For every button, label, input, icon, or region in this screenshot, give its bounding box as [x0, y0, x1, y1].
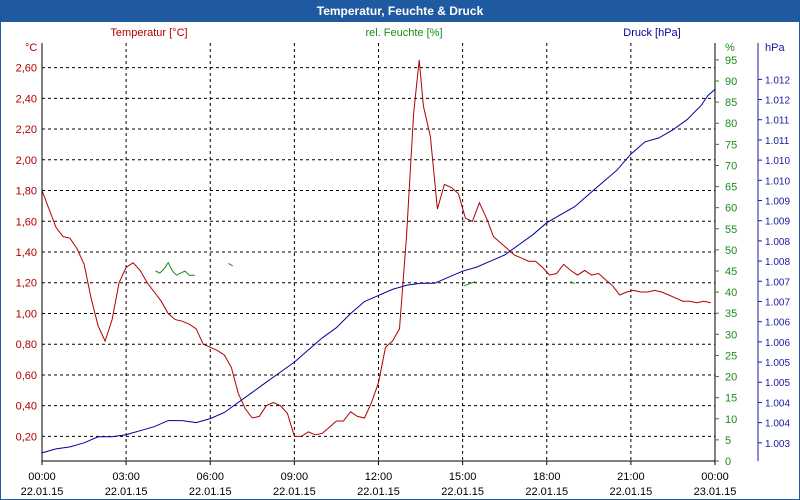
- pressure-tick-label: 1.006: [765, 338, 790, 349]
- window-title: Temperatur, Feuchte & Druck: [1, 1, 799, 22]
- x-tick-time-label: 21:00: [617, 471, 645, 483]
- humidity-tick-label: 15: [725, 393, 737, 405]
- temperature-tick-label: 1,60: [16, 216, 37, 228]
- x-tick-date-label: 22.01.15: [105, 486, 148, 498]
- temperature-tick-label: 0,80: [16, 339, 37, 351]
- humidity-tick-label: 35: [725, 308, 737, 320]
- humidity-series-line: [228, 262, 233, 267]
- pressure-tick-label: 1.010: [765, 156, 790, 167]
- humidity-tick-label: 80: [725, 118, 737, 130]
- x-tick-date-label: 22.01.15: [609, 486, 652, 498]
- series-lines: [41, 59, 716, 454]
- temperature-tick-label: 0,60: [16, 370, 37, 382]
- pressure-tick-label: 1.012: [765, 96, 790, 107]
- pressure-tick-label: 1.012: [765, 75, 790, 86]
- x-tick-date-label: 22.01.15: [441, 486, 484, 498]
- pressure-tick-label: 1.005: [765, 378, 790, 389]
- x-tick-time-label: 12:00: [365, 471, 393, 483]
- pressure-tick-label: 1.009: [765, 217, 790, 228]
- humidity-tick-label: 25: [725, 350, 737, 362]
- temperature-tick-label: 0,20: [16, 431, 37, 443]
- pressure-tick-label: 1.004: [765, 398, 790, 409]
- x-tick-time-label: 06:00: [196, 471, 224, 483]
- humidity-tick-label: 20: [725, 372, 737, 384]
- humidity-tick-label: 75: [725, 139, 737, 151]
- pressure-tick-label: 1.003: [765, 439, 790, 450]
- x-tick-date-label: 23.01.15: [694, 486, 737, 498]
- humidity-tick-label: 70: [725, 160, 737, 172]
- temperature-unit-label: °C: [25, 42, 37, 54]
- humidity-series-line: [463, 281, 476, 287]
- pressure-tick-label: 1.010: [765, 176, 790, 187]
- humidity-tick-label: 95: [725, 55, 737, 67]
- temperature-tick-label: 2,60: [16, 63, 37, 75]
- pressure-tick-label: 1.009: [765, 197, 790, 208]
- pressure-tick-label: 1.008: [765, 257, 790, 268]
- pressure-tick-label: 1.011: [765, 136, 790, 147]
- temperature-tick-label: 0,40: [16, 401, 37, 413]
- humidity-series-line: [155, 261, 195, 276]
- pressure-tick-label: 1.005: [765, 358, 790, 369]
- humidity-tick-label: 40: [725, 287, 737, 299]
- pressure-unit-label: hPa: [765, 42, 785, 54]
- x-tick-time-label: 00:00: [701, 471, 729, 483]
- pressure-axis-title: Druck [hPa]: [623, 27, 680, 39]
- humidity-tick-label: 90: [725, 76, 737, 88]
- humidity-tick-label: 45: [725, 266, 737, 278]
- x-tick-time-label: 03:00: [112, 471, 140, 483]
- x-tick-time-label: 15:00: [449, 471, 477, 483]
- humidity-tick-label: 55: [725, 224, 737, 236]
- x-tick-date-label: 22.01.15: [525, 486, 568, 498]
- pressure-tick-label: 1.008: [765, 237, 790, 248]
- temperature-tick-label: 2,00: [16, 155, 37, 167]
- temperature-tick-label: 1,40: [16, 247, 37, 259]
- axis-labels: 0,20 0,40 0,60 0,80 1,00 1,20 1,40 1,60 1,80 2,00…: [16, 27, 791, 498]
- pressure-tick-label: 1.007: [765, 277, 790, 288]
- temperature-axis-title: Temperatur [°C]: [110, 27, 187, 39]
- humidity-tick-label: 10: [725, 414, 737, 426]
- x-tick-time-label: 00:00: [28, 471, 56, 483]
- temperature-tick-label: 2,20: [16, 124, 37, 136]
- x-tick-time-label: 18:00: [533, 471, 561, 483]
- humidity-unit-label: %: [725, 42, 735, 54]
- humidity-tick-label: 60: [725, 203, 737, 215]
- grid-lines: [42, 43, 715, 461]
- x-tick-date-label: 22.01.15: [21, 486, 64, 498]
- x-tick-date-label: 22.01.15: [189, 486, 232, 498]
- humidity-tick-label: 0: [725, 456, 731, 468]
- temperature-tick-label: 2,40: [16, 93, 37, 105]
- x-tick-date-label: 22.01.15: [273, 486, 316, 498]
- temperature-tick-label: 1,20: [16, 278, 37, 290]
- humidity-tick-label: 85: [725, 97, 737, 109]
- pressure-tick-label: 1.004: [765, 419, 790, 430]
- humidity-tick-label: 30: [725, 329, 737, 341]
- axes: [41, 43, 762, 465]
- humidity-axis-title: rel. Feuchte [%]: [365, 27, 442, 39]
- temperature-series-line: [41, 59, 711, 437]
- x-tick-date-label: 22.01.15: [357, 486, 400, 498]
- humidity-series-line: [570, 281, 576, 285]
- humidity-tick-label: 65: [725, 182, 737, 194]
- humidity-tick-label: 50: [725, 245, 737, 257]
- x-tick-time-label: 09:00: [281, 471, 309, 483]
- humidity-tick-label: 5: [725, 435, 731, 447]
- temperature-tick-label: 1,00: [16, 308, 37, 320]
- pressure-tick-label: 1.006: [765, 318, 790, 329]
- temperature-tick-label: 1,80: [16, 186, 37, 198]
- pressure-tick-label: 1.007: [765, 297, 790, 308]
- pressure-series-line: [41, 89, 716, 454]
- pressure-tick-label: 1.011: [765, 116, 790, 127]
